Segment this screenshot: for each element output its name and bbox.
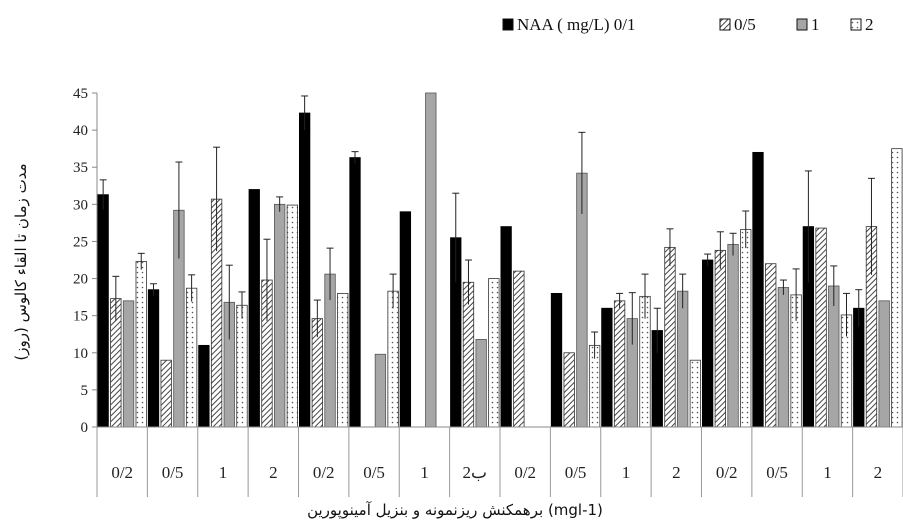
y-tick-label: 15 xyxy=(73,309,88,325)
x-category-label: 1 xyxy=(219,463,228,482)
legend: NAA ( mg/L) 0/1 0/5 1 2 xyxy=(502,15,874,34)
bar-series-2-cat-13 xyxy=(740,229,752,428)
bar-series-0-1-cat-14 xyxy=(752,151,764,428)
bar-series-0-1-cat-6 xyxy=(349,157,361,428)
legend-swatch-0-5 xyxy=(719,18,731,31)
y-tick-label: 5 xyxy=(81,383,89,399)
y-tick-label: 0 xyxy=(81,420,89,436)
bar-series-0-5-cat-12 xyxy=(664,246,676,428)
bar-series-1-cat-15 xyxy=(828,285,840,428)
bar-series-0-1-cat-3 xyxy=(198,344,210,428)
legend-swatch-2 xyxy=(850,18,862,31)
y-tick-label: 40 xyxy=(73,123,88,139)
bar-series-0-1-cat-4 xyxy=(248,189,260,428)
bar-series-0-5-cat-13 xyxy=(714,249,726,428)
bar-series-2-cat-16 xyxy=(891,148,903,428)
y-axis: 0 5 10 15 20 25 30 35 40 45 xyxy=(73,86,98,436)
legend-swatch-1 xyxy=(796,18,808,31)
bar-series-0-1-cat-11 xyxy=(601,307,613,428)
bar-series-0-5-cat-9 xyxy=(513,270,525,428)
y-tick-label: 10 xyxy=(73,346,88,362)
bar-series-1-cat-7 xyxy=(425,92,437,428)
x-category-label: 0/5 xyxy=(766,463,788,482)
bar-series-2-cat-1 xyxy=(135,261,147,428)
bar-series-0-1-cat-10 xyxy=(550,292,563,428)
x-category-label: 0/5 xyxy=(363,463,385,482)
x-category-label: 0/2 xyxy=(514,463,536,482)
bar-series-1-cat-12 xyxy=(677,290,689,428)
x-category-label: 1 xyxy=(622,463,631,482)
legend-label-0-5: 0/5 xyxy=(734,15,756,34)
bar-series-0-1-cat-9 xyxy=(500,226,512,428)
bar-series-2-cat-4 xyxy=(286,204,299,428)
bar-series-1-cat-1 xyxy=(122,300,135,428)
x-category-label: 2 xyxy=(672,463,681,482)
bar-series-0-1-cat-7 xyxy=(399,211,412,428)
bar-series-0-5-cat-14 xyxy=(765,263,777,428)
bar-series-0-5-cat-11 xyxy=(613,300,626,428)
x-category-label: 2 xyxy=(874,463,883,482)
bar-series-2-cat-3 xyxy=(236,304,248,428)
legend-swatch-0-1 xyxy=(502,18,514,31)
x-category-label: 1 xyxy=(823,463,832,482)
bar-series-2-cat-8 xyxy=(488,278,500,428)
y-tick-label: 45 xyxy=(73,86,88,102)
x-category-label: 1 xyxy=(420,463,429,482)
bar-series-0-1-cat-1 xyxy=(97,194,109,428)
bar-series-1-cat-4 xyxy=(274,203,286,428)
bar-series-1-cat-14 xyxy=(777,287,790,428)
y-tick-label: 35 xyxy=(73,160,88,176)
x-category-label: 0/2 xyxy=(313,463,335,482)
x-category-label: 0/2 xyxy=(111,463,133,482)
x-axis-label: برهمکنش ریزنمونه و بنزیل آمینوپورین (mgl… xyxy=(307,501,603,520)
x-category-label: 0/2 xyxy=(716,463,738,482)
x-axis: 0/2 0/5 1 2 0/2 0/5 1 2ب 0/2 0/5 1 2 0/2 0/5 1 2 xyxy=(96,426,903,497)
bar-series-1-cat-13 xyxy=(727,244,739,428)
legend-label-1: 1 xyxy=(811,15,820,34)
y-axis-label: مدت زمان تا القاء کالوس (روز) xyxy=(12,163,30,360)
bar-series-1-cat-16 xyxy=(878,300,890,428)
x-category-label: 0/5 xyxy=(565,463,587,482)
legend-label-0-1: NAA ( mg/L) 0/1 xyxy=(517,15,636,34)
y-tick-label: 25 xyxy=(73,234,88,250)
bar-series-1-cat-8 xyxy=(475,339,487,428)
x-category-label: 0/5 xyxy=(162,463,184,482)
bar-series-0-5-cat-2 xyxy=(160,359,172,428)
y-tick-label: 20 xyxy=(73,272,88,288)
bar-series-2-cat-2 xyxy=(185,287,198,428)
legend-label-2: 2 xyxy=(865,15,874,34)
y-tick-label: 30 xyxy=(73,197,88,213)
bar-series-0-1-cat-2 xyxy=(147,289,160,428)
bar-series-0-1-cat-5 xyxy=(298,112,311,428)
bar-series-1-cat-6 xyxy=(374,353,387,428)
bar-series-2-cat-5 xyxy=(337,292,349,428)
bar-series-0-1-cat-13 xyxy=(701,259,714,428)
bar-series-0-5-cat-10 xyxy=(563,352,575,428)
bar-series-0-5-cat-15 xyxy=(815,227,827,428)
bar-series-2-cat-12 xyxy=(689,359,702,428)
bars xyxy=(97,92,903,428)
x-category-label: 2 xyxy=(269,463,278,482)
bar-series-2-cat-6 xyxy=(387,290,399,428)
x-category-label: 2ب xyxy=(463,463,488,482)
